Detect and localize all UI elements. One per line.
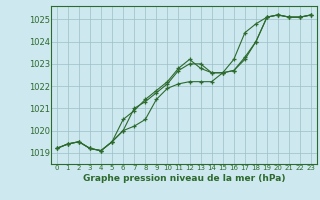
X-axis label: Graphe pression niveau de la mer (hPa): Graphe pression niveau de la mer (hPa) [83, 174, 285, 183]
